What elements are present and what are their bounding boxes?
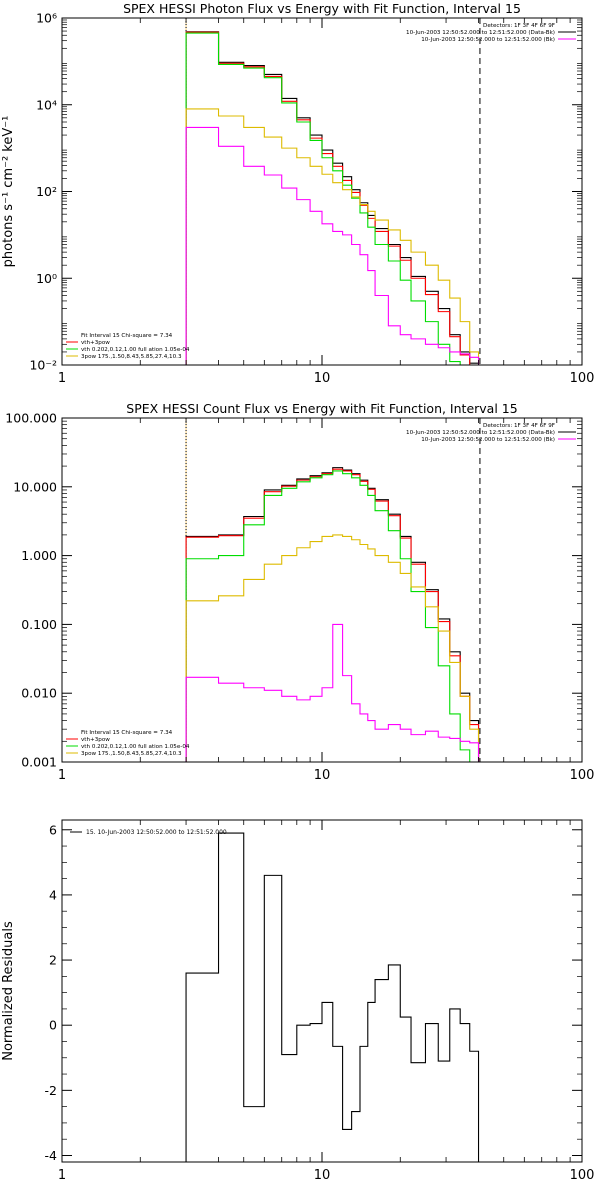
resid-series-group xyxy=(185,832,480,1162)
photon-y-tick-label: 10⁶ xyxy=(36,11,57,26)
resid-y-tick-label: 0 xyxy=(49,1018,57,1033)
count-title: SPEX HESSI Count Flux vs Energy with Fit… xyxy=(126,401,517,416)
count-series-3-line xyxy=(185,534,480,762)
photon-ylabel: photons s⁻¹ cm⁻² keV⁻¹ xyxy=(1,116,16,268)
resid-y-tick-label: -4 xyxy=(45,1148,58,1163)
count-legend-bl-label: 3pow 175.,1.50,8.43,5.85,27.4,10.3 xyxy=(81,751,182,757)
resid-ylabel: Normalized Residuals xyxy=(1,921,16,1061)
photon-legend-bl-label: vth 0.202,0.12,1.00 full ation 1.05e-04 xyxy=(81,347,190,353)
photon-y-tick-label: 10⁰ xyxy=(36,271,57,286)
photon-legend-bl-label: 3pow 175.,1.50,8.43,5.85,27.4,10.3 xyxy=(81,354,182,360)
photon-series-1-line xyxy=(185,31,480,365)
count-legend-bl-label: vth+3pow xyxy=(81,737,110,743)
count-y-tick-label: 0.100 xyxy=(21,617,57,632)
photon-x-tick-label: 100 xyxy=(570,371,595,386)
photon-title: SPEX HESSI Photon Flux vs Energy with Fi… xyxy=(123,1,521,16)
count-y-tick-label: 10.000 xyxy=(13,479,57,494)
photon-y-tick-label: 10⁻² xyxy=(29,358,57,373)
photon-y-tick-label: 10⁴ xyxy=(36,97,57,112)
resid-y-tick-label: 2 xyxy=(49,953,57,968)
photon-series-4-line xyxy=(185,126,480,365)
photon-series-3-line xyxy=(185,108,480,365)
count-series-group xyxy=(185,467,480,762)
resid-x-tick-label: 10 xyxy=(314,1168,331,1183)
count-y-tick-label: 1.000 xyxy=(21,548,57,563)
photon-legend-bl-label: Fit Interval 15 Chi-square = 7.34 xyxy=(81,333,173,339)
resid-x-tick-label: 1 xyxy=(58,1168,66,1183)
count-frame xyxy=(61,417,583,763)
count-legend-tr-label: 10-Jun-2003 12:50:52.000 to 12:51:52.000… xyxy=(406,430,555,436)
photon-y-tick-label: 10² xyxy=(36,184,57,199)
photon-x-tick-label: 1 xyxy=(58,371,66,386)
photon-x-tick-label: 10 xyxy=(314,371,331,386)
resid-x-tick-label: 100 xyxy=(570,1168,595,1183)
resid-frame xyxy=(61,819,583,1163)
resid-y-tick-label: 4 xyxy=(49,887,57,902)
count-y-tick-label: 100.000 xyxy=(5,411,57,426)
photon-series-2-line xyxy=(185,32,461,365)
photon-series-group xyxy=(185,31,480,365)
count-y-tick-label: 0.001 xyxy=(21,755,57,770)
photon-legend-bl-label: vth+3pow xyxy=(81,340,110,346)
photon-panel: SPEX HESSI Photon Flux vs Energy with Fi… xyxy=(1,1,594,386)
count-x-tick-label: 1 xyxy=(58,768,66,783)
count-legend-bl-label: Fit Interval 15 Chi-square = 7.34 xyxy=(81,730,173,736)
count-y-tick-label: 0.010 xyxy=(21,686,57,701)
resid-y-tick-label: -2 xyxy=(45,1083,57,1098)
photon-series-0-line xyxy=(185,31,480,365)
count-x-tick-label: 100 xyxy=(570,768,595,783)
resid-legend-tl-label: 15. 10-Jun-2003 12:50:52.000 to 12:51:52… xyxy=(86,829,227,836)
photon-frame xyxy=(61,17,583,366)
photon-legend-tr-label: 10-Jun-2003 12:50:52.000 to 12:51:52.000… xyxy=(421,37,555,43)
count-legend-tr-label: 10-Jun-2003 12:50:52.000 to 12:51:52.000… xyxy=(421,437,555,443)
count-panel: SPEX HESSI Count Flux vs Energy with Fit… xyxy=(5,401,594,783)
photon-legend-tr-label: 10-Jun-2003 12:50:52.000 to 12:51:52.000… xyxy=(406,30,555,36)
count-x-tick-label: 10 xyxy=(314,768,331,783)
count-series-2-line xyxy=(185,470,471,762)
resid-panel: Normalized Residuals 1 10 100 -4 -2 0 2 4 6 15. 10… xyxy=(1,819,595,1183)
resid-series-0-line xyxy=(185,832,480,1162)
count-series-4-line xyxy=(185,623,480,762)
count-legend-tr-label: Detectors: 1F 3F 4F 6F 9F xyxy=(483,423,555,429)
resid-y-tick-label: 6 xyxy=(49,822,57,837)
count-legend-bl-label: vth 0.202,0.12,1.00 full ation 1.05e-04 xyxy=(81,744,190,750)
photon-legend-tr-label: Detectors: 1F 3F 4F 6F 9F xyxy=(483,23,555,29)
